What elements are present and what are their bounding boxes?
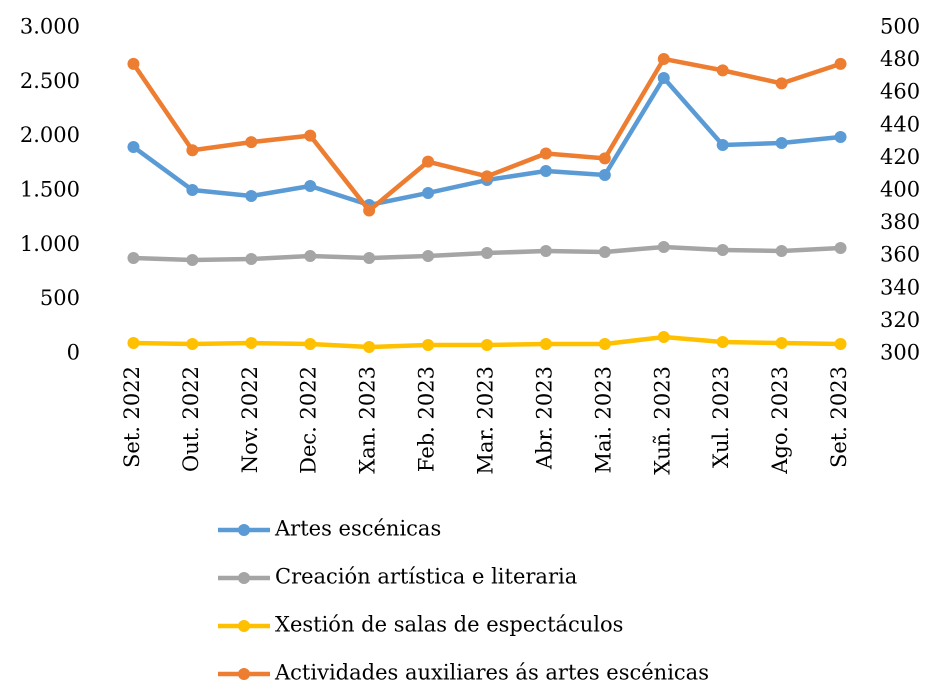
- y2-tick-label: 480: [880, 47, 920, 71]
- y-tick-label: 1.000: [20, 232, 80, 256]
- series-marker: [539, 338, 552, 351]
- series-marker: [422, 155, 435, 168]
- series-marker: [245, 136, 258, 149]
- series-marker: [598, 169, 611, 182]
- series-marker: [657, 331, 670, 344]
- y-tick-label: 0: [67, 341, 80, 365]
- y2-tick-label: 500: [880, 15, 920, 39]
- series-marker: [304, 129, 317, 142]
- series-marker: [304, 180, 317, 193]
- y-tick-label: 2.500: [20, 69, 80, 93]
- series-marker: [363, 252, 376, 265]
- series-marker: [481, 247, 493, 260]
- series-marker: [186, 144, 199, 157]
- y-tick-label: 1.500: [20, 178, 80, 202]
- x-tick-label: Xuñ. 2023: [650, 366, 674, 475]
- series-marker: [657, 240, 670, 253]
- series-marker: [598, 245, 611, 258]
- series-marker: [186, 254, 199, 267]
- series-line: [131, 56, 842, 213]
- series-marker: [127, 252, 140, 265]
- series-marker: [245, 253, 258, 266]
- series-marker: [481, 338, 493, 351]
- series-marker: [775, 337, 788, 350]
- y2-tick-label: 300: [880, 341, 920, 365]
- y2-tick-label: 320: [880, 308, 920, 332]
- series-marker: [245, 189, 258, 202]
- series-marker: [363, 204, 376, 217]
- series-marker: [598, 338, 611, 351]
- legend-label: Xestión de salas de espectáculos: [275, 613, 623, 637]
- y2-tick-label: 360: [880, 243, 920, 267]
- series-marker: [127, 337, 140, 350]
- series-marker: [127, 57, 140, 70]
- x-tick-label: Nov. 2022: [238, 366, 262, 473]
- series-marker: [186, 184, 199, 197]
- y2-tick-label: 340: [880, 275, 920, 299]
- series-marker: [363, 341, 376, 354]
- legend-label: Artes escénicas: [274, 517, 441, 541]
- series-marker: [422, 186, 435, 199]
- y2-tick-label: 400: [880, 178, 920, 202]
- x-tick-label: Xan. 2023: [356, 366, 380, 474]
- x-tick-label: Set. 2022: [120, 366, 144, 468]
- x-tick-label: Abr. 2023: [532, 366, 556, 470]
- legend-marker: [238, 524, 250, 536]
- series-marker: [775, 244, 788, 257]
- x-tick-label: Mai. 2023: [591, 366, 615, 474]
- y2-tick-label: 440: [880, 112, 920, 136]
- series-marker: [422, 338, 435, 351]
- y-tick-label: 2.000: [20, 123, 80, 147]
- series-marker: [304, 249, 317, 262]
- series-marker: [834, 242, 847, 255]
- series-marker: [834, 57, 847, 70]
- x-tick-label: Ago. 2023: [768, 366, 792, 475]
- y-tick-label: 500: [40, 286, 80, 310]
- series-marker: [657, 52, 670, 65]
- series-marker: [716, 139, 729, 152]
- x-tick-label: Dec. 2022: [297, 366, 321, 474]
- x-tick-label: Out. 2022: [179, 366, 203, 472]
- series-marker: [539, 244, 552, 257]
- x-tick-label: Mar. 2023: [474, 366, 498, 475]
- x-tick-label: Set. 2023: [827, 366, 851, 468]
- series-marker: [481, 170, 493, 183]
- x-tick-label: Feb. 2023: [415, 366, 439, 472]
- series-marker: [422, 249, 435, 262]
- series-marker: [598, 152, 611, 165]
- series-marker: [834, 130, 847, 143]
- series-marker: [716, 336, 729, 349]
- legend-marker: [238, 572, 250, 584]
- series-marker: [834, 338, 847, 351]
- legend-marker: [238, 668, 250, 680]
- x-tick-label: Xul. 2023: [709, 366, 733, 468]
- series-marker: [245, 337, 258, 350]
- series-marker: [127, 140, 140, 153]
- series-marker: [186, 338, 199, 351]
- y2-tick-label: 460: [880, 80, 920, 104]
- y2-tick-label: 420: [880, 145, 920, 169]
- y-tick-label: 3.000: [20, 15, 80, 39]
- series-marker: [775, 136, 788, 149]
- series-marker: [304, 338, 317, 351]
- series-marker: [539, 165, 552, 178]
- series-marker: [716, 244, 729, 257]
- y2-tick-label: 380: [880, 210, 920, 234]
- legend-marker: [238, 620, 250, 632]
- series-marker: [539, 147, 552, 160]
- series-marker: [775, 77, 788, 90]
- legend-label: Creación artística e literaria: [275, 565, 577, 589]
- legend-label: Actividades auxiliares ás artes escénica…: [274, 661, 709, 683]
- series-marker: [657, 71, 670, 84]
- series-marker: [716, 64, 729, 77]
